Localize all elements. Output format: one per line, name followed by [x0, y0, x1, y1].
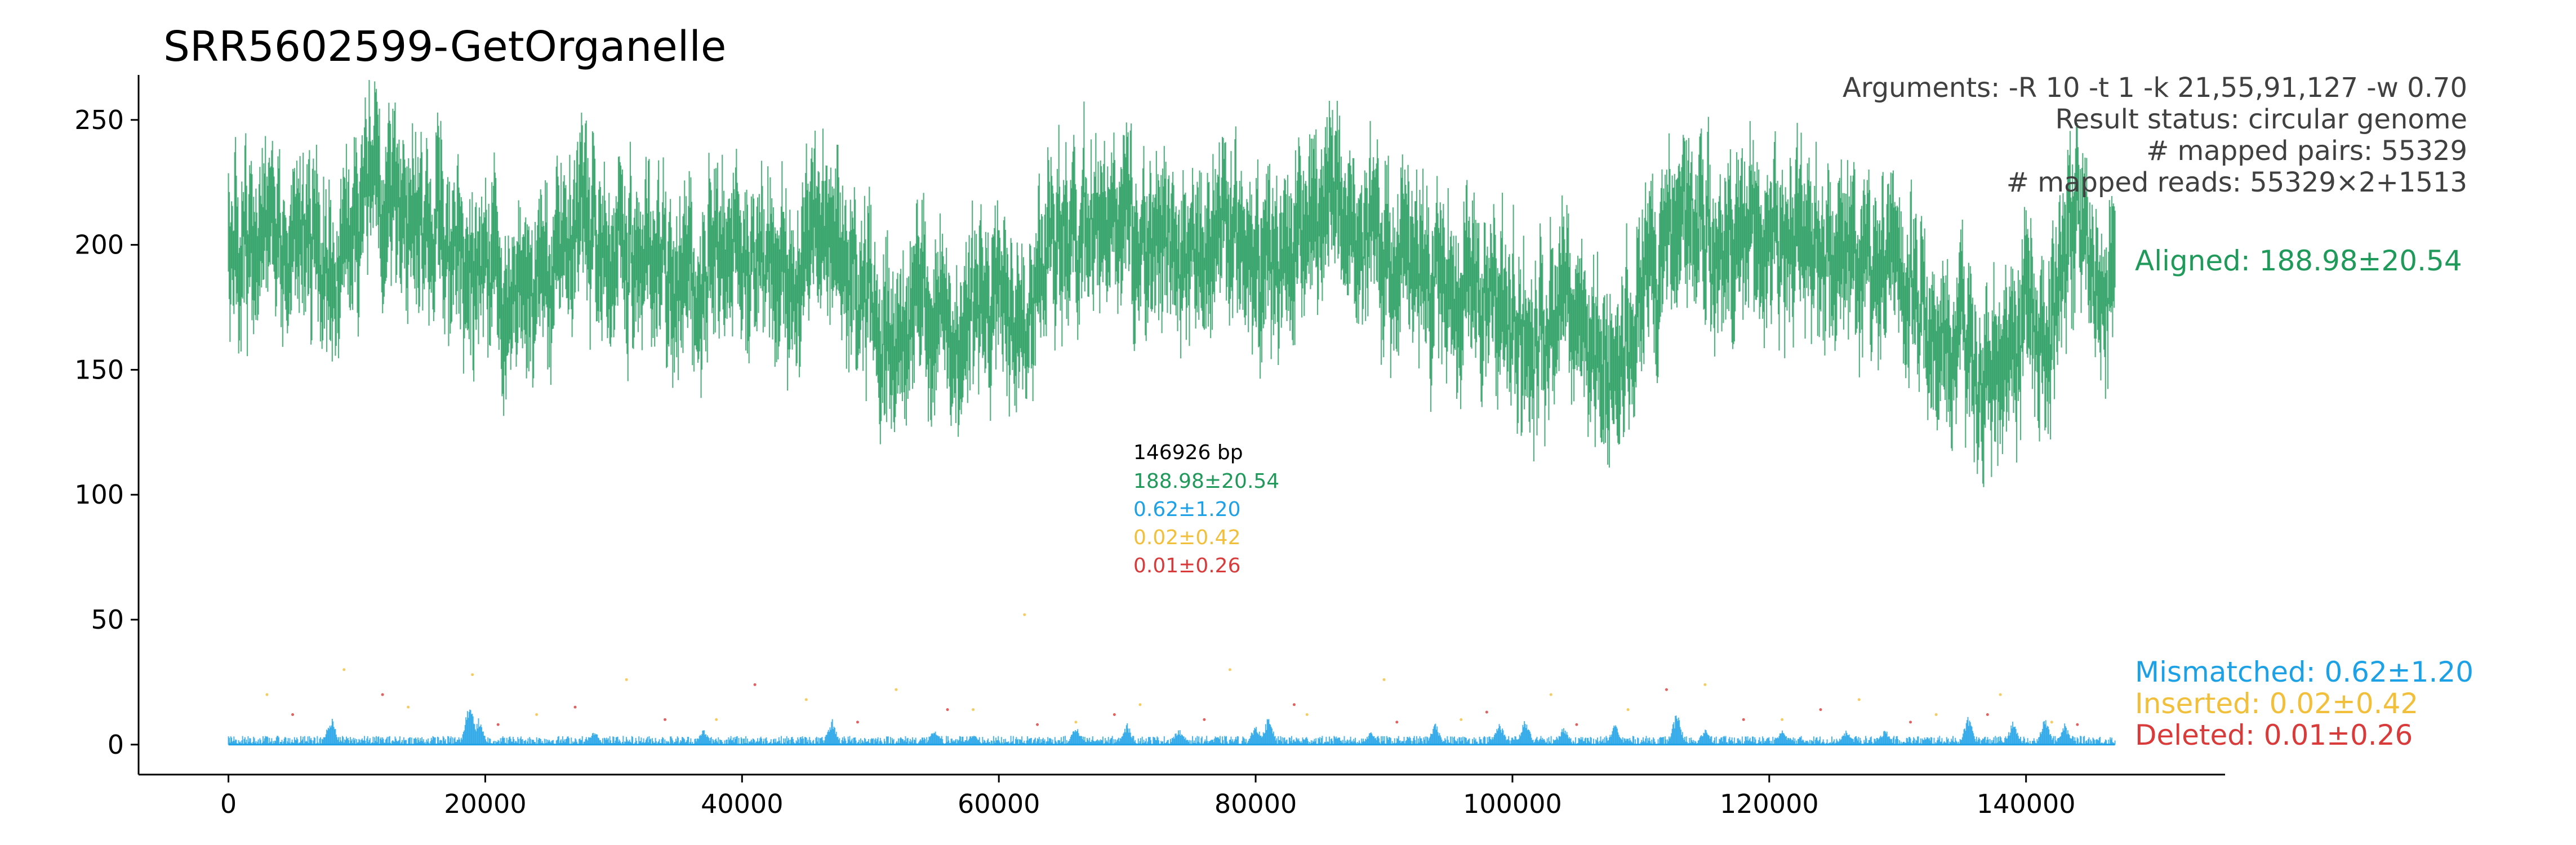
inserted-point	[2050, 721, 2053, 724]
deleted-point	[753, 683, 757, 686]
inserted-point	[1626, 708, 1630, 711]
inserted-point	[407, 705, 410, 709]
legend-aligned: Aligned: 188.98±20.54	[2135, 244, 2462, 277]
deleted-point	[1292, 703, 1296, 706]
legend: Aligned: 188.98±20.54 Mismatched: 0.62±1…	[2135, 244, 2473, 751]
deleted-point	[1909, 721, 1912, 724]
x-ticks: 0 20000 40000 60000 80000 100000 120000 140000	[220, 775, 2076, 819]
y-tick-label: 0	[108, 730, 124, 760]
series-mismatched	[228, 709, 2116, 746]
chart-title: SRR5602599-GetOrganelle	[163, 23, 726, 71]
summary-inserted: 0.02±0.42	[1133, 526, 1240, 549]
deleted-point	[856, 721, 859, 724]
inserted-point	[1382, 678, 1386, 681]
inserted-point	[1857, 698, 1861, 701]
legend-inserted: Inserted: 0.02±0.42	[2135, 687, 2418, 720]
inserted-point	[1934, 713, 1938, 717]
x-tick-label: 40000	[701, 789, 783, 819]
run-info: Arguments: -R 10 -t 1 -k 21,55,91,127 -w…	[1843, 72, 2467, 198]
x-tick-label: 0	[220, 789, 237, 819]
inserted-point	[1781, 718, 1784, 721]
deleted-point	[946, 708, 949, 711]
deleted-point	[1665, 688, 1668, 691]
inserted-point	[1999, 693, 2002, 696]
summary-mismatched: 0.62±1.20	[1133, 498, 1240, 521]
inserted-point	[1228, 668, 1231, 671]
deleted-point	[1113, 713, 1116, 717]
inserted-point	[1460, 718, 1463, 721]
inserted-point	[1703, 683, 1707, 686]
deleted-point	[381, 693, 384, 696]
deleted-point	[1575, 723, 1578, 726]
legend-mismatched: Mismatched: 0.62±1.20	[2135, 656, 2473, 688]
info-mapped-pairs: # mapped pairs: 55329	[2146, 135, 2467, 167]
y-tick-label: 50	[91, 604, 124, 635]
deleted-point	[1742, 718, 1745, 721]
inserted-point	[1138, 703, 1142, 706]
y-tick-label: 200	[74, 230, 124, 260]
axes: 0 50 100 150 200 250 0 20000 40000 60000 80000 100…	[74, 75, 2225, 819]
x-tick-label: 100000	[1463, 789, 1562, 819]
deleted-point	[573, 705, 577, 709]
y-tick-label: 100	[74, 479, 124, 510]
info-mapped-reads: # mapped reads: 55329×2+1513	[2006, 167, 2467, 198]
inserted-point	[1023, 613, 1026, 616]
deleted-point	[1395, 721, 1399, 724]
summary-deleted: 0.01±0.26	[1133, 554, 1240, 577]
series-deleted	[291, 683, 2079, 726]
x-tick-label: 60000	[958, 789, 1040, 819]
inserted-point	[1305, 713, 1309, 717]
x-tick-label: 20000	[444, 789, 526, 819]
legend-deleted: Deleted: 0.01±0.26	[2135, 719, 2413, 751]
deleted-point	[291, 713, 295, 717]
coverage-summary: 146926 bp 188.98±20.54 0.62±1.20 0.02±0.…	[1133, 441, 1279, 577]
deleted-point	[1986, 713, 1989, 717]
summary-aligned: 188.98±20.54	[1133, 470, 1279, 493]
inserted-point	[804, 698, 808, 701]
x-tick-label: 120000	[1720, 789, 1819, 819]
deleted-point	[1203, 718, 1206, 721]
inserted-point	[265, 693, 269, 696]
summary-length: 146926 bp	[1133, 441, 1243, 464]
x-tick-label: 140000	[1977, 789, 2076, 819]
inserted-point	[895, 688, 898, 691]
deleted-point	[2076, 723, 2079, 726]
deleted-point	[664, 718, 667, 721]
y-tick-label: 250	[74, 105, 124, 135]
inserted-point	[535, 713, 539, 717]
inserted-point	[342, 668, 346, 671]
inserted-point	[972, 708, 975, 711]
deleted-point	[1036, 723, 1039, 726]
deleted-point	[1485, 710, 1488, 714]
series-inserted	[265, 613, 2053, 724]
inserted-point	[471, 673, 474, 677]
series-aligned	[228, 79, 2116, 487]
inserted-point	[1549, 693, 1552, 696]
y-tick-label: 150	[74, 354, 124, 385]
y-ticks: 0 50 100 150 200 250	[74, 105, 139, 760]
inserted-point	[1074, 721, 1078, 724]
deleted-point	[496, 723, 500, 726]
info-arguments: Arguments: -R 10 -t 1 -k 21,55,91,127 -w…	[1843, 72, 2467, 104]
deleted-point	[1819, 708, 1822, 711]
inserted-point	[715, 718, 718, 721]
plot-area	[228, 79, 2116, 746]
info-result-status: Result status: circular genome	[2055, 104, 2467, 135]
inserted-point	[625, 678, 628, 681]
x-tick-label: 80000	[1214, 789, 1297, 819]
